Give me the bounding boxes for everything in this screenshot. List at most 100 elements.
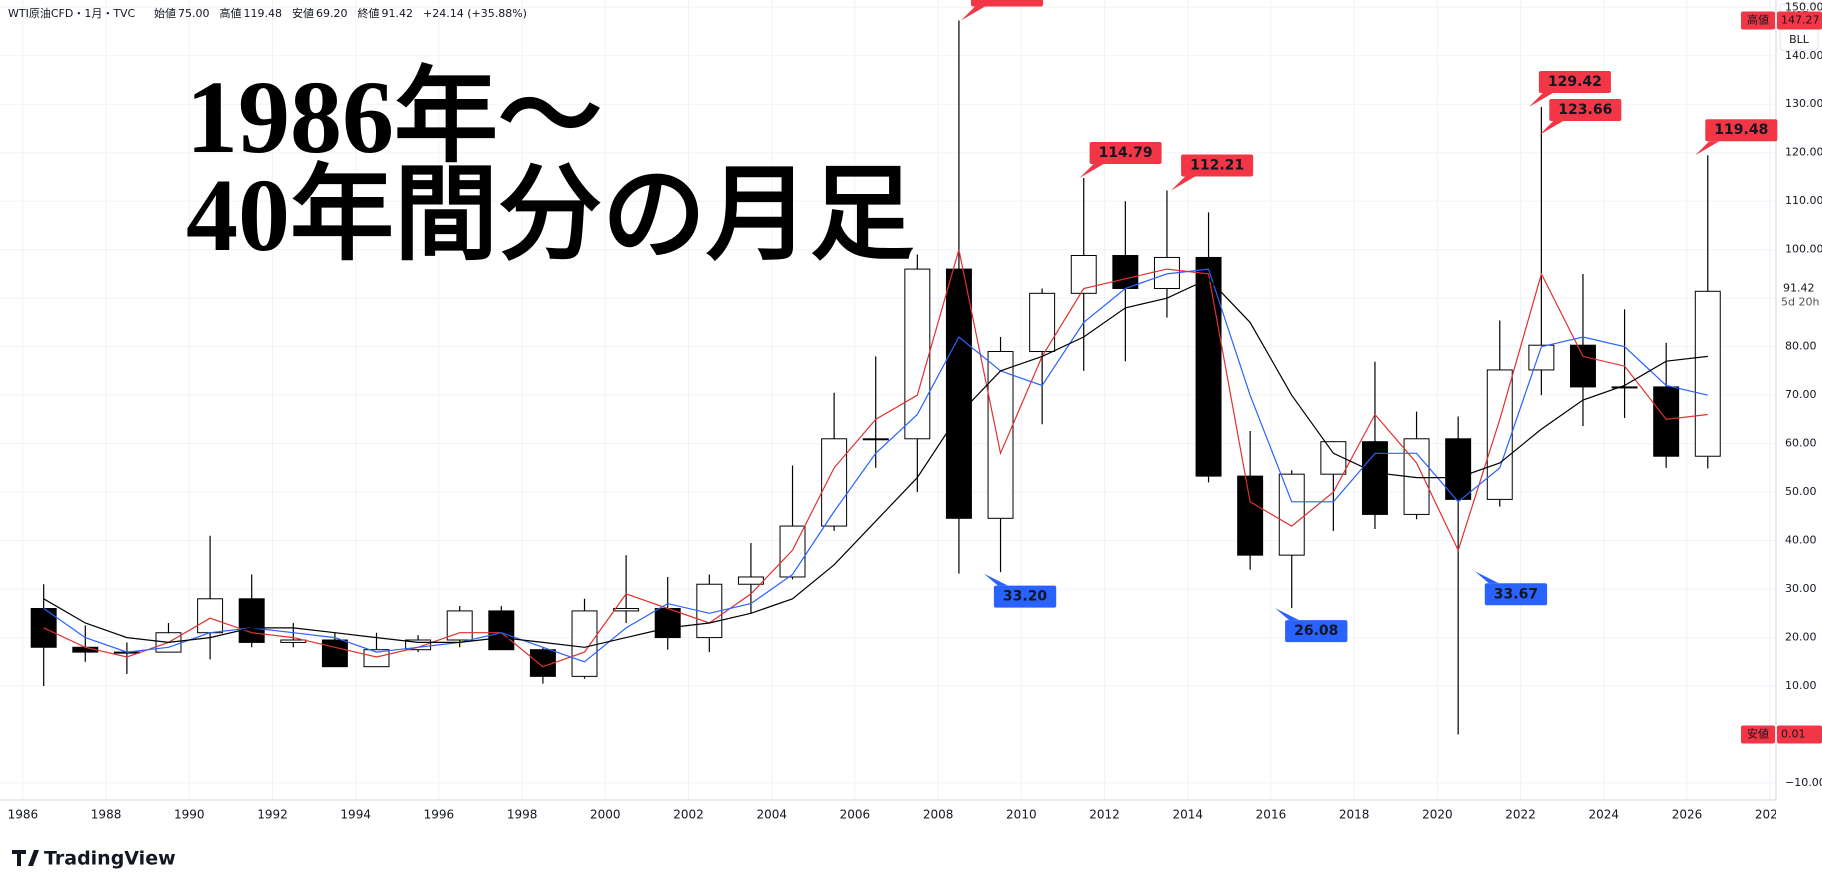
x-tick-label: 2002	[673, 808, 704, 822]
moving-average	[43, 249, 1708, 668]
x-tick-label: 1992	[257, 808, 288, 822]
candle-body	[1112, 255, 1139, 289]
y-tick-label: 70.00	[1785, 388, 1817, 401]
last-price-tag	[1777, 280, 1822, 311]
candle-body	[1694, 290, 1721, 457]
annotation-box	[1089, 141, 1162, 164]
annotation-pointer	[1171, 176, 1196, 191]
x-tick-label: 1986	[8, 808, 39, 822]
x-tick-label: 1994	[340, 808, 371, 822]
candle-body	[1320, 441, 1347, 475]
symbol: WTI原油CFD・1月・TVC	[8, 6, 136, 20]
logo-icon	[12, 850, 39, 866]
ohlc-label: 終値	[358, 6, 380, 20]
annotation-pointer	[1275, 608, 1300, 621]
annotation-box	[1285, 620, 1348, 643]
candle-body	[613, 607, 640, 612]
x-tick-label: 1988	[91, 808, 122, 822]
x-tick-label: 2024	[1588, 808, 1619, 822]
annotation-label: 147.27	[980, 0, 1034, 4]
y-tick-label: 50.00	[1785, 485, 1817, 498]
x-tick-label: 2016	[1256, 808, 1287, 822]
annotation-pointer	[1539, 120, 1564, 135]
candle-body	[488, 610, 515, 651]
candle-body	[1195, 256, 1222, 477]
candle-body	[737, 576, 764, 585]
candle-body	[654, 607, 681, 639]
y-tick-label: 60.00	[1785, 437, 1817, 450]
change: +24.14 (+35.88%)	[423, 7, 527, 20]
ohlc-label: 始値	[154, 6, 176, 20]
header: WTI原油CFD・1月・TVC 始値 75.00 高値 119.48 安値 69.20 終値…	[8, 6, 527, 20]
annotation-pointer	[983, 573, 1008, 586]
x-tick-label: 2022	[1505, 808, 1536, 822]
candle-body	[862, 438, 889, 441]
x-tick-label: 2020	[1422, 808, 1453, 822]
candle-body	[1653, 386, 1680, 457]
y-tick-label: 140.00	[1785, 49, 1822, 62]
y-tick-label: 20.00	[1785, 631, 1817, 644]
y-tick-label: 30.00	[1785, 582, 1817, 595]
x-tick-label: 2010	[1006, 808, 1037, 822]
candle-body	[987, 351, 1014, 519]
ohlc-value: 69.20	[316, 7, 348, 20]
moving-average	[43, 278, 1708, 648]
annotation-box	[1538, 71, 1611, 94]
candle-body	[1569, 344, 1596, 388]
candle-body	[238, 598, 265, 643]
candle-body	[945, 268, 972, 519]
overlay-line: 1986年～	[186, 60, 602, 175]
x-tick-label: 2014	[1172, 808, 1203, 822]
y-tick-label: 110.00	[1785, 194, 1822, 207]
price-tag	[1777, 725, 1822, 744]
candle-body	[571, 610, 598, 677]
annotation-label: 26.08	[1294, 623, 1338, 639]
annotation-box	[993, 585, 1057, 608]
annotation-pointer	[961, 6, 986, 21]
countdown: 5d 20h	[1781, 295, 1819, 308]
y-tick-label: 120.00	[1785, 146, 1822, 159]
annotation-box	[1549, 98, 1622, 121]
annotation-box	[971, 0, 1044, 7]
annotation-label: 114.79	[1099, 145, 1153, 161]
y-tick-label: 80.00	[1785, 340, 1817, 353]
annotation-pointer	[1079, 163, 1104, 178]
price-tag	[1777, 11, 1822, 30]
y-tick-label: 10.00	[1785, 679, 1817, 692]
y-tick-label: 150.00	[1785, 0, 1822, 13]
x-tick-label: 2018	[1339, 808, 1370, 822]
annotation-label: 123.66	[1558, 102, 1612, 118]
candle-body	[405, 639, 432, 651]
x-tick-label: 2000	[590, 808, 621, 822]
tag-name: 安値	[1747, 726, 1769, 740]
tag-name-box	[1741, 11, 1775, 30]
candle-body	[821, 438, 848, 527]
x-tick-label: 1990	[174, 808, 205, 822]
tag-name: 高値	[1747, 13, 1769, 27]
tag-name-box	[1741, 725, 1775, 744]
x-tick-label: 2004	[756, 808, 787, 822]
plot-area	[0, 0, 1776, 800]
annotation-label: 33.67	[1494, 586, 1538, 602]
y-tick-label: 100.00	[1785, 243, 1822, 256]
overlay-line: 40年間分の月足	[186, 158, 914, 273]
annotation-pointer	[1474, 571, 1499, 584]
logo: TradingView	[12, 848, 176, 870]
annotation-pointer	[1695, 141, 1720, 156]
annotation-label: 119.48	[1714, 122, 1768, 138]
price-tag-label: 0.01	[1781, 727, 1806, 740]
candle-body	[904, 268, 931, 440]
last-price: 91.42	[1783, 281, 1815, 294]
annotation-label: 129.42	[1548, 74, 1602, 90]
price-tag-label: 147.27	[1781, 14, 1820, 27]
annotation-label: 33.20	[1003, 589, 1048, 605]
ohlc-value: 91.42	[382, 7, 414, 20]
ohlc-value: 75.00	[178, 7, 210, 20]
annotation-box	[1181, 154, 1254, 177]
annotation-box	[1705, 119, 1778, 142]
candle-body	[1278, 473, 1305, 556]
moving-average	[43, 268, 1708, 663]
ohlc-label: 高値	[220, 6, 242, 20]
